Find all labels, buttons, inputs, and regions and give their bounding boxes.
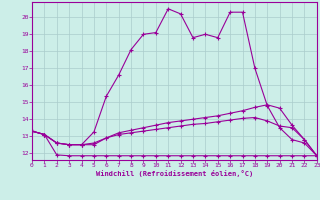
X-axis label: Windchill (Refroidissement éolien,°C): Windchill (Refroidissement éolien,°C) [96, 170, 253, 177]
